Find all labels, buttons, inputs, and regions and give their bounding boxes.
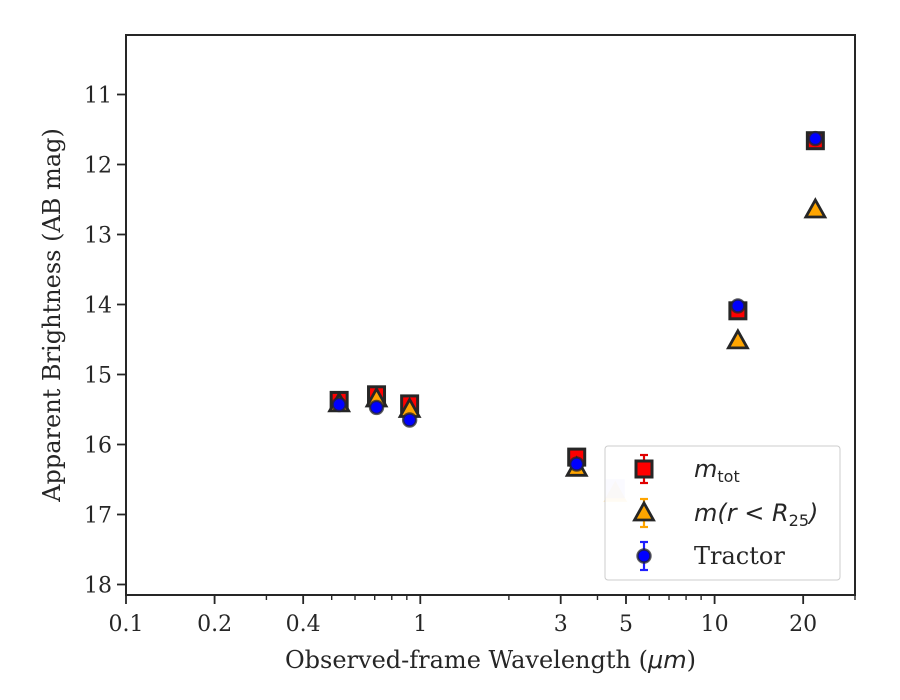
y-tick-label: 18 [84,574,112,599]
y-tick-label: 12 [84,154,112,179]
tractor-point [807,130,824,147]
x-tick-label: 20 [789,612,817,637]
x-axis: 0.1 0.2 0.4 1 3 5 10 20 [109,595,856,637]
x-tick-label: 0.2 [197,612,232,637]
tractor-point [569,456,585,472]
legend-tractor-label: Tractor [694,542,785,570]
x-tick-label: 0.4 [286,612,321,637]
tractor-point [331,396,347,413]
legend-mtot-marker [634,459,654,479]
y-axis-label: Apparent Brightness (AB mag) [38,128,66,503]
legend-mr25-label: m(r < R25) [694,499,818,530]
tractor-point [401,412,418,428]
mr25-point [726,328,750,350]
plot-frame [125,34,856,596]
tractor-point [368,399,385,416]
y-tick-label: 15 [84,364,112,389]
x-tick-label: 10 [701,612,729,637]
legend-mr25-marker [632,500,656,522]
data-marks [327,130,828,502]
y-tick-label: 16 [84,434,112,459]
y-tick-label: 14 [84,294,112,319]
legend-box [604,445,841,581]
legend-mtot-label: mtot [694,455,740,486]
x-tick-label: 1 [413,612,427,637]
y-tick-label: 13 [84,224,112,249]
x-tick-label: 5 [619,612,633,637]
y-tick-label: 11 [84,84,112,109]
y-tick-label: 17 [84,504,112,529]
x-axis-label: Observed-frame Wavelength (μm) [285,646,696,674]
x-tick-label: 0.1 [109,612,144,637]
tractor-point [730,298,746,314]
y-axis: 11 12 13 14 15 16 17 18 [84,84,126,599]
mr25-point [803,197,828,219]
legend-tractor-marker [636,548,652,564]
legend: mtot m(r < R25) Tractor [604,445,841,581]
x-tick-label: 3 [554,612,568,637]
